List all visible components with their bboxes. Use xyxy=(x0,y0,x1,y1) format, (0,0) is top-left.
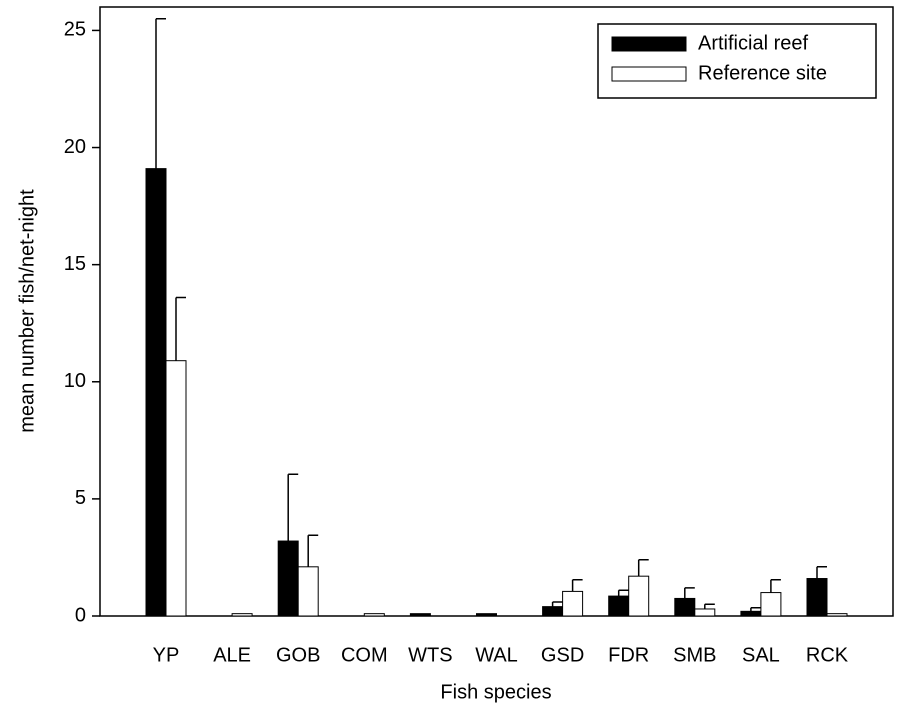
y-tick-label: 10 xyxy=(64,370,86,392)
x-axis-label: Fish species xyxy=(440,681,551,703)
bar xyxy=(694,608,716,617)
error-bar xyxy=(175,296,186,361)
x-tick-label: WTS xyxy=(408,644,452,666)
error-bar xyxy=(307,534,319,567)
bar xyxy=(826,613,848,617)
bar xyxy=(277,540,299,617)
bar xyxy=(740,610,762,617)
bar xyxy=(760,592,782,617)
x-tick-label: RCK xyxy=(806,644,849,666)
error-bar xyxy=(571,578,583,592)
legend-box xyxy=(597,23,877,99)
bar xyxy=(628,575,650,617)
x-tick-label: SMB xyxy=(673,644,716,666)
x-tick-label: FDR xyxy=(608,644,649,666)
x-tick-label: SAL xyxy=(742,644,780,666)
error-bar xyxy=(155,17,166,169)
bar xyxy=(476,613,497,617)
y-tick-label: 20 xyxy=(64,136,86,158)
error-bar xyxy=(816,566,827,579)
bar xyxy=(409,613,431,617)
bar xyxy=(806,578,828,617)
bar xyxy=(542,606,564,617)
x-tick-label: COM xyxy=(341,644,388,666)
error-bar xyxy=(684,587,695,599)
x-tick-label: WAL xyxy=(475,644,518,666)
legend-label: Artificial reef xyxy=(698,32,808,54)
y-tick-label: 5 xyxy=(75,487,86,509)
x-tick-label: GOB xyxy=(276,644,320,666)
error-bar xyxy=(287,473,299,542)
bar xyxy=(674,597,696,617)
x-tick-label: GSD xyxy=(541,644,584,666)
x-tick-label: YP xyxy=(153,644,180,666)
bar xyxy=(145,168,167,617)
bar xyxy=(608,595,630,617)
bar xyxy=(363,613,385,617)
y-tick-label: 25 xyxy=(64,19,86,41)
y-axis-label: mean number fish/net-night xyxy=(16,189,38,433)
y-tick-label: 0 xyxy=(75,604,86,626)
error-bar xyxy=(770,578,781,593)
error-bar xyxy=(551,601,563,607)
y-tick-label: 15 xyxy=(64,253,86,275)
error-bar xyxy=(637,559,649,577)
x-tick-label: ALE xyxy=(213,644,251,666)
bar xyxy=(562,590,584,617)
legend-label: Reference site xyxy=(698,62,827,84)
bar xyxy=(231,613,253,617)
legend-swatch xyxy=(611,66,687,82)
bar xyxy=(165,360,187,617)
error-bar xyxy=(750,607,761,612)
bar xyxy=(297,566,319,617)
error-bar xyxy=(704,603,715,609)
legend-swatch xyxy=(611,36,687,52)
error-bar xyxy=(617,589,629,597)
